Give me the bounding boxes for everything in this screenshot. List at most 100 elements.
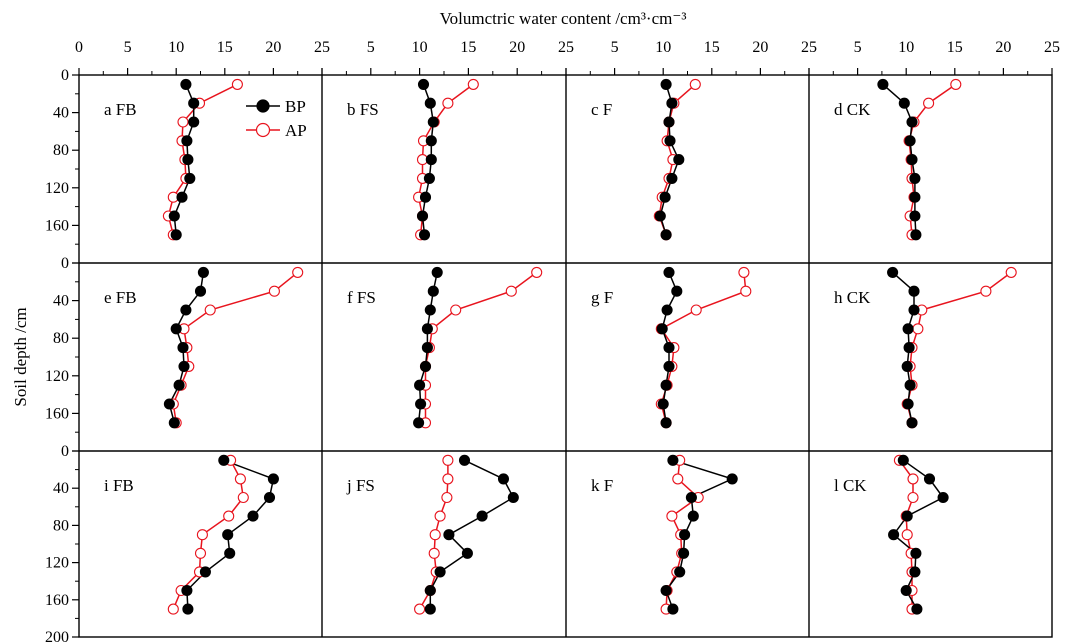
point-bp [188, 97, 200, 109]
point-bp [461, 547, 473, 559]
point-bp [663, 360, 675, 372]
point-bp [901, 510, 913, 522]
point-bp [674, 566, 686, 578]
point-bp [667, 454, 679, 466]
point-ap [907, 473, 919, 485]
panel-a-fb: a FB [104, 78, 243, 241]
point-bp [163, 398, 175, 410]
point-bp [909, 172, 921, 184]
point-ap [505, 285, 517, 297]
point-bp [654, 210, 666, 222]
point-ap [194, 547, 207, 559]
y-tick-label: 80 [53, 330, 69, 347]
point-ap [689, 78, 701, 90]
point-bp [424, 97, 436, 109]
point-bp [425, 135, 437, 147]
y-tick-label: 120 [45, 555, 69, 572]
point-bp [424, 584, 436, 597]
y-tick-label: 160 [45, 217, 69, 234]
point-bp [726, 473, 738, 485]
y-tick-label: 160 [45, 592, 69, 609]
y-tick-label: 40 [53, 105, 69, 122]
point-bp [663, 342, 675, 354]
point-bp [421, 323, 433, 335]
point-bp [657, 398, 669, 410]
x-tick-label: 5 [611, 39, 619, 56]
point-bp [421, 342, 433, 354]
point-bp [180, 304, 192, 316]
point-ap [442, 473, 454, 485]
y-tick-label: 120 [45, 368, 69, 385]
point-ap [428, 547, 440, 559]
point-bp [887, 266, 899, 278]
point-bp [424, 603, 436, 615]
y-axis-title: Soil depth /cm [11, 307, 30, 406]
point-bp [888, 529, 900, 541]
point-bp [908, 304, 920, 316]
point-bp [660, 417, 672, 429]
panel-label: f FS [347, 288, 376, 307]
point-bp [909, 191, 921, 203]
point-bp [671, 285, 683, 297]
point-ap [901, 529, 913, 541]
point-bp [424, 304, 436, 316]
point-bp [434, 566, 446, 578]
point-bp [194, 285, 207, 297]
point-bp [458, 454, 471, 466]
point-bp [877, 78, 889, 90]
legend-marker-ap [255, 122, 271, 138]
point-bp [663, 266, 675, 278]
series-line-ap [424, 271, 538, 423]
point-ap [450, 304, 462, 316]
panel-label: j FS [346, 476, 375, 495]
point-bp [656, 323, 668, 335]
point-bp [182, 603, 194, 615]
y-tick-label: 0 [61, 443, 69, 460]
point-ap [167, 603, 179, 615]
point-bp [178, 360, 190, 372]
point-bp [507, 491, 519, 504]
point-bp [898, 97, 910, 109]
point-bp [414, 379, 426, 391]
x-tick-label: 20 [265, 39, 281, 56]
point-ap [204, 304, 216, 316]
point-bp [168, 210, 180, 222]
point-bp [182, 154, 194, 166]
point-bp [416, 210, 429, 222]
point-bp [900, 584, 912, 597]
point-bp [659, 191, 671, 203]
point-bp [170, 229, 182, 241]
x-tick-label: 10 [168, 39, 184, 56]
point-bp [678, 547, 690, 559]
point-bp [908, 285, 920, 297]
x-tick-label: 25 [314, 39, 330, 56]
series-line-bp [892, 459, 945, 610]
x-axis-title: Volumctric water content /cm³·cm⁻³ [440, 9, 687, 28]
point-ap [907, 491, 919, 504]
point-ap [666, 510, 678, 522]
panel-i-fb: i FB [104, 454, 279, 615]
point-bp [911, 603, 923, 615]
point-ap [1005, 266, 1017, 278]
point-ap [950, 78, 962, 90]
point-bp [663, 116, 675, 128]
panel-label: i FB [104, 476, 134, 495]
x-tick-label: 25 [1044, 39, 1060, 56]
point-ap [231, 78, 243, 90]
point-bp [904, 135, 916, 147]
point-bp [181, 135, 193, 147]
panel-label: h CK [834, 288, 871, 307]
y-tick-label: 40 [53, 293, 69, 310]
point-bp [188, 116, 200, 128]
x-tick-label: 20 [752, 39, 768, 56]
panel-label: b FS [347, 100, 379, 119]
point-bp [176, 191, 188, 203]
panel-label: d CK [834, 100, 871, 119]
y-tick-label: 40 [53, 480, 69, 497]
point-ap [414, 603, 426, 615]
data-layer: a FB b FS c F d CK e FB f FS g F h CK i FB j FS k … [104, 78, 1017, 615]
point-bp [906, 116, 918, 128]
x-tick-label: 15 [217, 39, 233, 56]
point-bp [218, 454, 230, 466]
